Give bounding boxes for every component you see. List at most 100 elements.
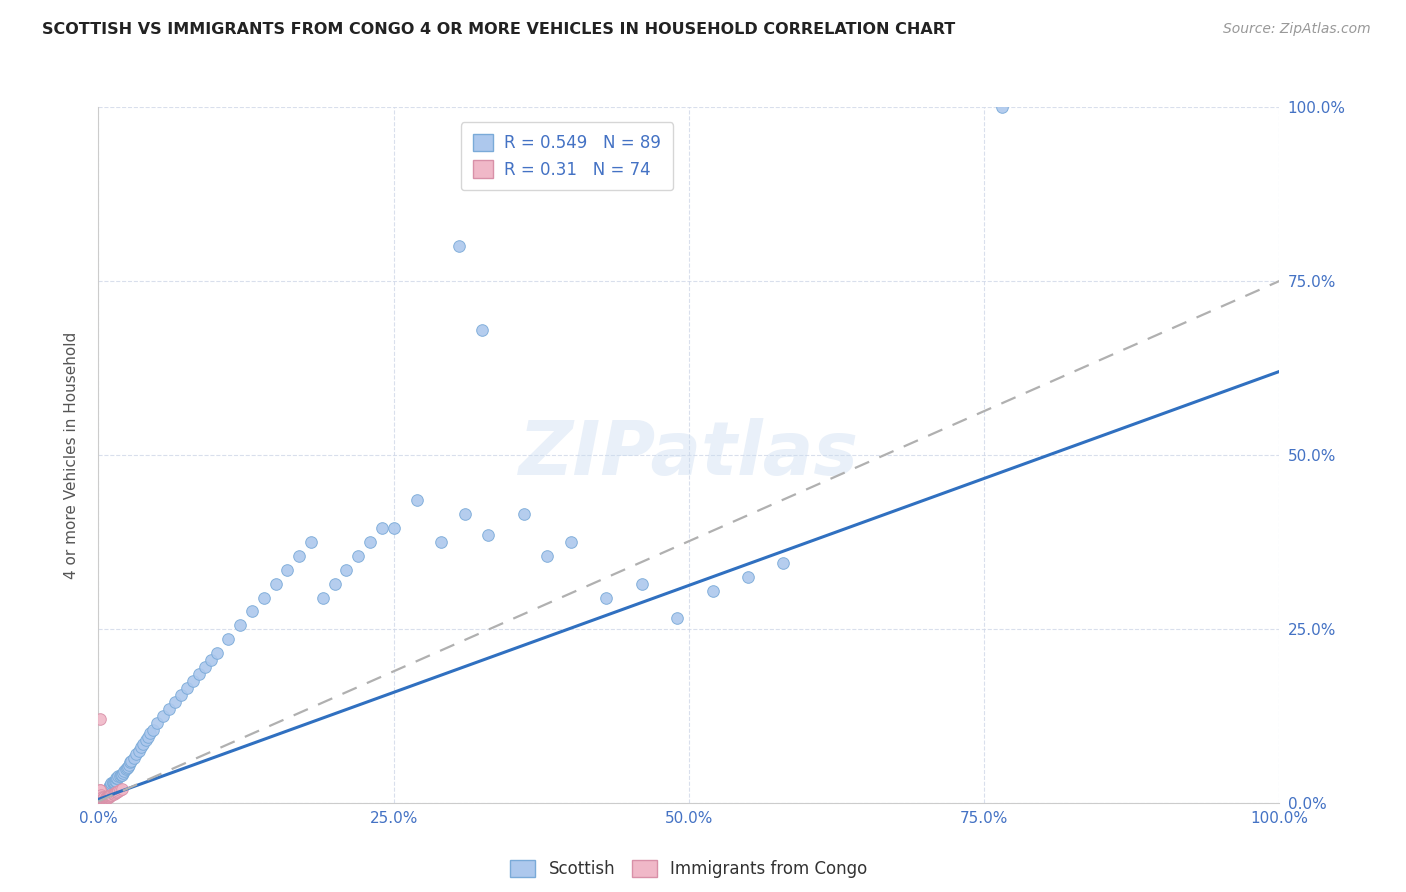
Point bbox=[97, 783, 120, 797]
Point bbox=[91, 792, 114, 806]
Point bbox=[89, 786, 111, 800]
Point bbox=[89, 785, 111, 799]
Point bbox=[595, 591, 617, 605]
Point bbox=[93, 789, 115, 803]
Point bbox=[103, 775, 125, 789]
Point bbox=[91, 790, 114, 805]
Point bbox=[91, 790, 114, 805]
Y-axis label: 4 or more Vehicles in Household: 4 or more Vehicles in Household bbox=[65, 331, 79, 579]
Point bbox=[107, 769, 129, 783]
Point bbox=[90, 792, 112, 806]
Point bbox=[97, 781, 120, 796]
Point bbox=[98, 789, 121, 803]
Point bbox=[90, 788, 112, 802]
Point bbox=[100, 778, 122, 792]
Point bbox=[89, 794, 111, 808]
Point bbox=[91, 794, 114, 808]
Point bbox=[120, 756, 142, 770]
Point bbox=[152, 708, 174, 723]
Point bbox=[90, 789, 112, 804]
Point bbox=[103, 787, 125, 801]
Point bbox=[89, 791, 111, 805]
Point bbox=[200, 653, 222, 667]
Point bbox=[96, 791, 118, 805]
Point bbox=[89, 784, 111, 798]
Point bbox=[89, 787, 111, 801]
Point bbox=[89, 791, 111, 805]
Point bbox=[157, 702, 180, 716]
Point bbox=[121, 754, 143, 768]
Point bbox=[136, 730, 159, 744]
Point bbox=[477, 528, 499, 542]
Point bbox=[89, 794, 111, 808]
Point bbox=[93, 792, 115, 806]
Point bbox=[93, 788, 115, 802]
Point bbox=[89, 794, 111, 808]
Point bbox=[91, 791, 114, 805]
Point bbox=[107, 784, 129, 798]
Point bbox=[165, 695, 187, 709]
Point bbox=[98, 789, 121, 804]
Point bbox=[276, 563, 298, 577]
Point bbox=[89, 788, 111, 802]
Point bbox=[98, 778, 121, 792]
Point bbox=[90, 791, 112, 805]
Point bbox=[89, 783, 111, 797]
Point bbox=[90, 789, 112, 803]
Point bbox=[447, 239, 470, 253]
Point bbox=[89, 791, 111, 805]
Point bbox=[89, 789, 111, 804]
Point bbox=[737, 570, 759, 584]
Point bbox=[702, 583, 724, 598]
Point bbox=[110, 768, 132, 782]
Point bbox=[101, 788, 124, 802]
Point bbox=[112, 765, 135, 780]
Point bbox=[135, 733, 157, 747]
Point bbox=[101, 776, 124, 790]
Point bbox=[90, 792, 112, 806]
Point bbox=[146, 715, 169, 730]
Point bbox=[98, 789, 121, 803]
Point bbox=[347, 549, 370, 563]
Point bbox=[560, 535, 582, 549]
Point bbox=[991, 100, 1014, 114]
Text: SCOTTISH VS IMMIGRANTS FROM CONGO 4 OR MORE VEHICLES IN HOUSEHOLD CORRELATION CH: SCOTTISH VS IMMIGRANTS FROM CONGO 4 OR M… bbox=[42, 22, 956, 37]
Point bbox=[101, 775, 124, 789]
Point bbox=[129, 740, 152, 755]
Point bbox=[89, 789, 111, 803]
Point bbox=[89, 795, 111, 809]
Point bbox=[359, 535, 381, 549]
Point bbox=[89, 782, 111, 797]
Point bbox=[142, 723, 165, 737]
Point bbox=[96, 790, 118, 805]
Point bbox=[98, 780, 121, 795]
Point bbox=[94, 785, 117, 799]
Point bbox=[89, 793, 111, 807]
Point bbox=[118, 757, 141, 772]
Point bbox=[323, 576, 346, 591]
Point bbox=[630, 576, 652, 591]
Point bbox=[90, 794, 112, 808]
Point bbox=[512, 507, 534, 521]
Point bbox=[181, 674, 204, 689]
Point bbox=[104, 773, 127, 788]
Point bbox=[90, 791, 112, 805]
Point bbox=[176, 681, 198, 695]
Text: ZIPatlas: ZIPatlas bbox=[519, 418, 859, 491]
Point bbox=[91, 791, 114, 805]
Point bbox=[93, 791, 115, 805]
Point bbox=[170, 688, 193, 702]
Point bbox=[91, 793, 114, 807]
Point bbox=[430, 535, 453, 549]
Point bbox=[89, 790, 111, 805]
Point bbox=[98, 780, 121, 795]
Legend: Scottish, Immigrants from Congo: Scottish, Immigrants from Congo bbox=[503, 854, 875, 885]
Point bbox=[93, 790, 115, 805]
Point bbox=[100, 788, 122, 802]
Point bbox=[312, 591, 335, 605]
Point bbox=[90, 793, 112, 807]
Point bbox=[105, 772, 128, 786]
Point bbox=[229, 618, 252, 632]
Point bbox=[264, 576, 287, 591]
Point bbox=[97, 790, 120, 805]
